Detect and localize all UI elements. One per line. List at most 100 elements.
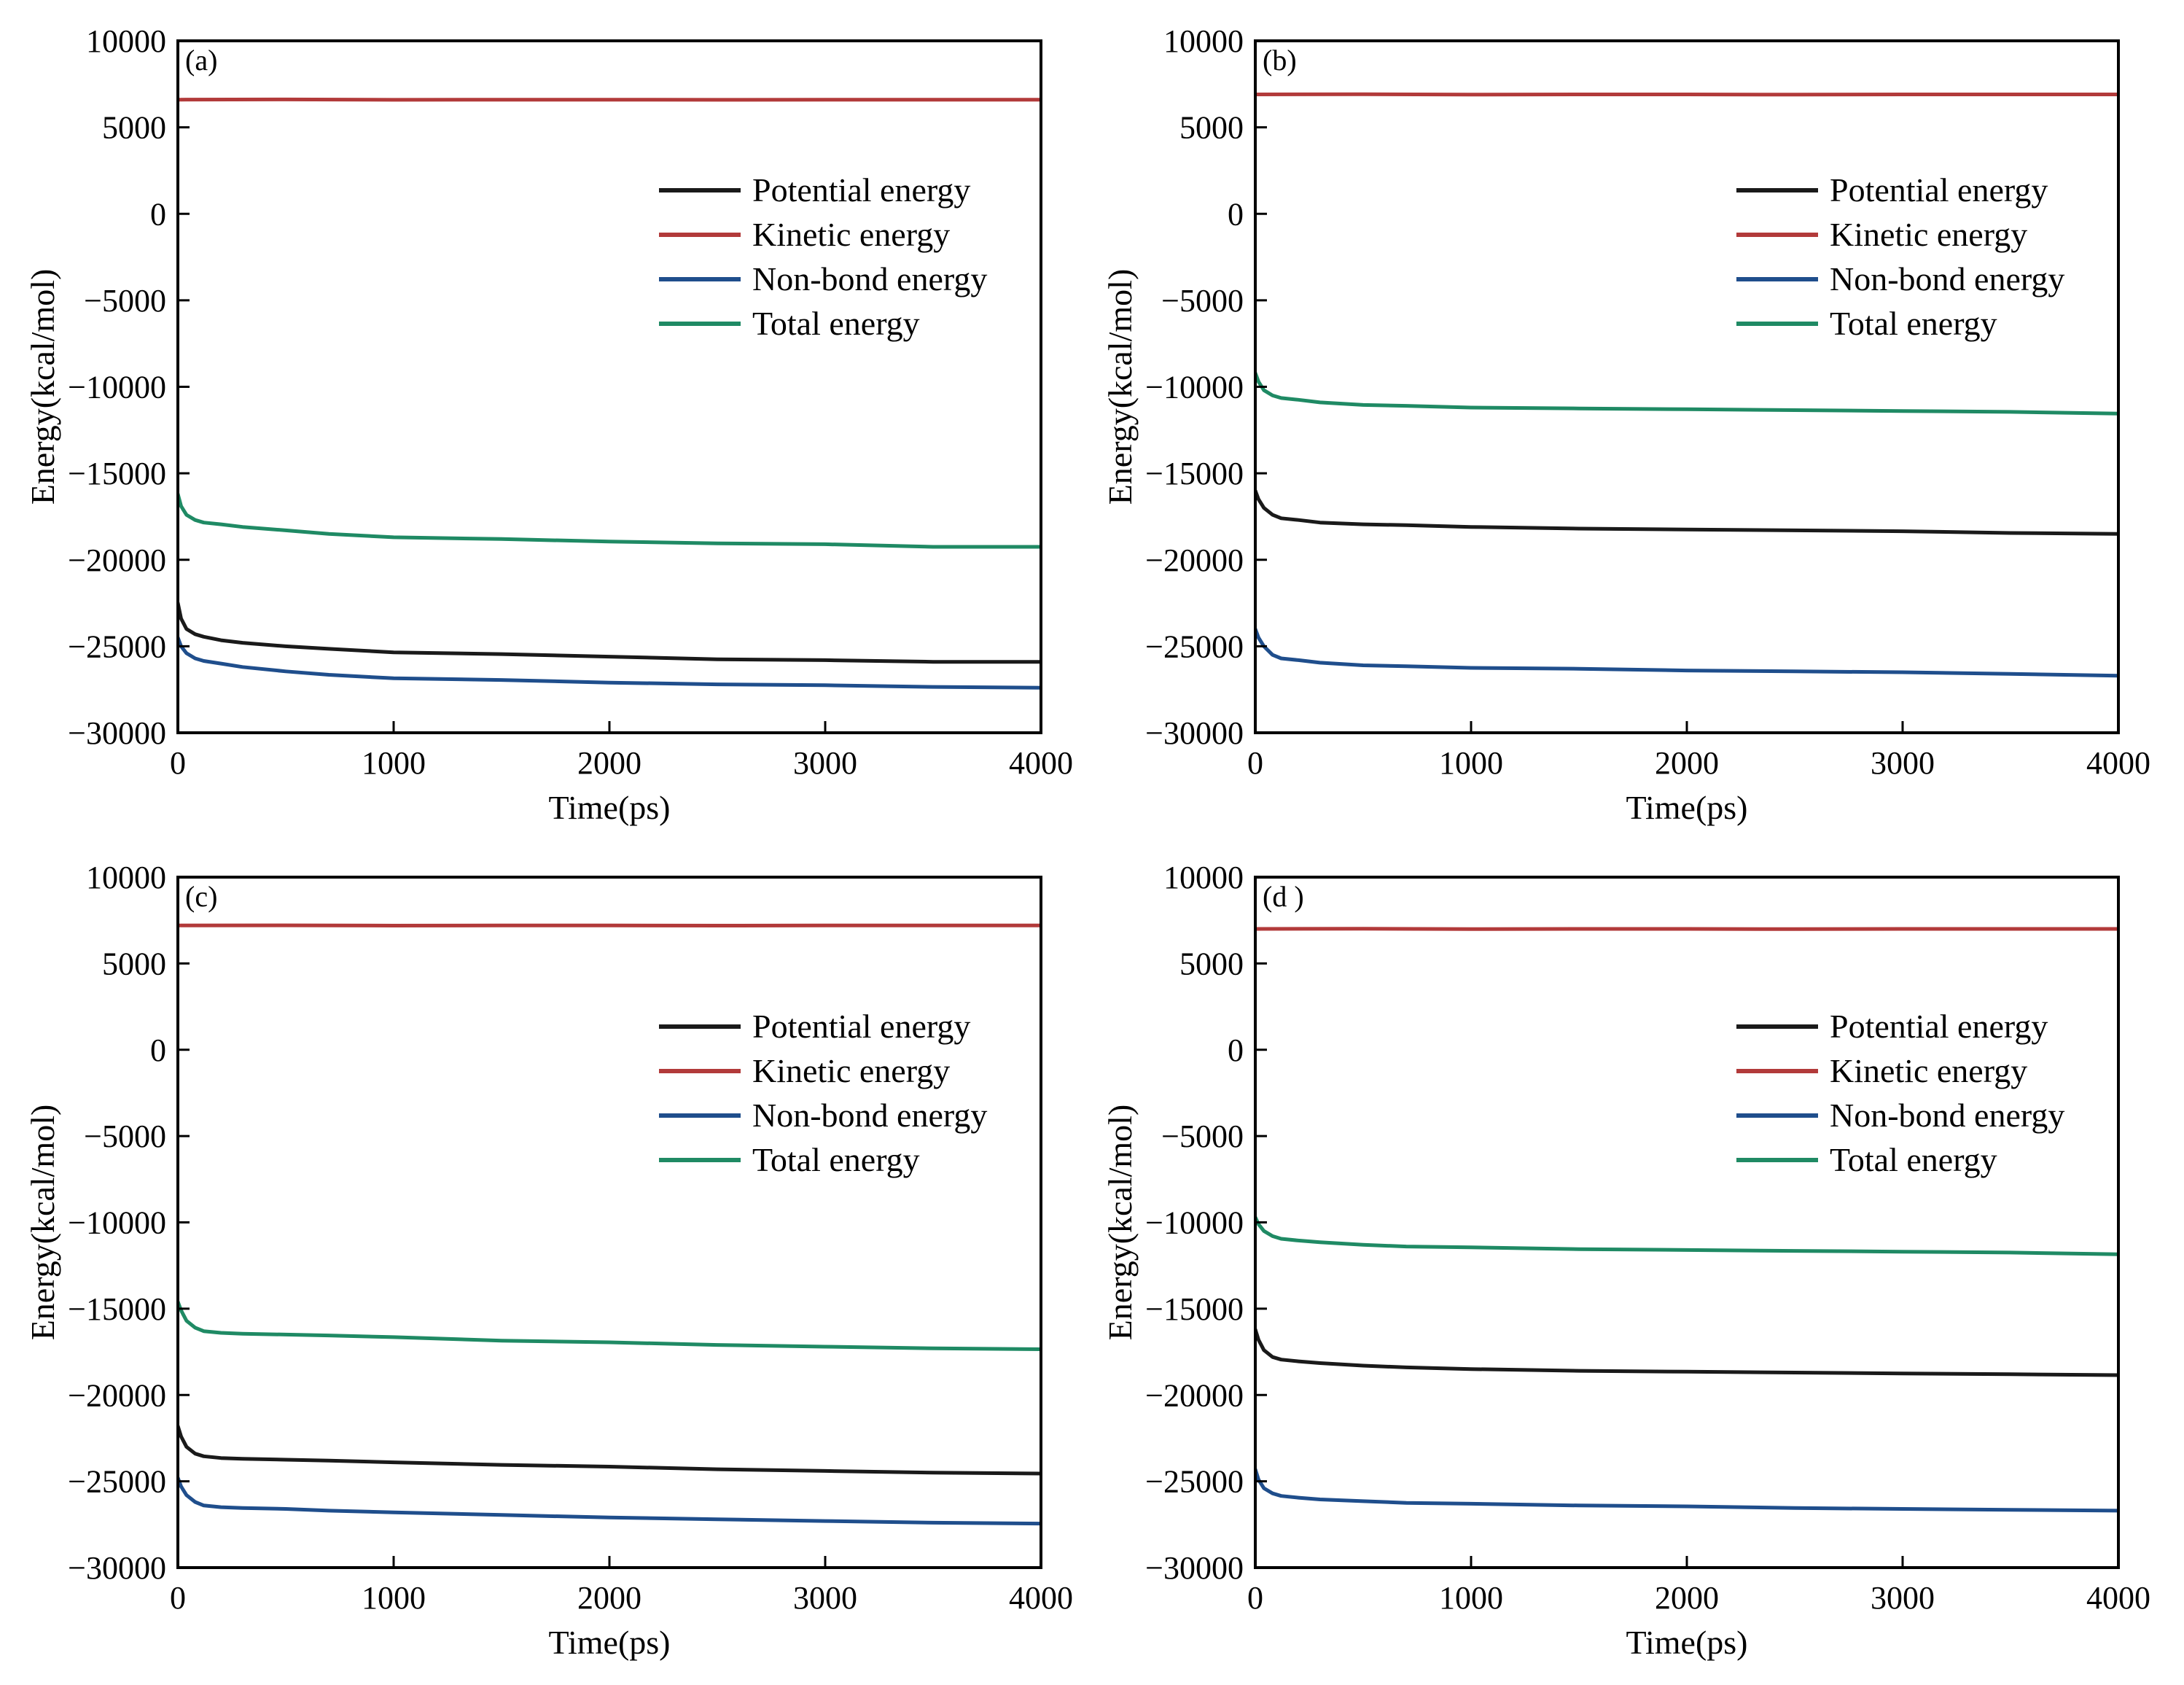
panel-b-x-tick-label: 1000	[1439, 745, 1503, 781]
panel-d-y-tick-label: −5000	[1161, 1118, 1244, 1154]
panel-b-x-tick-label: 0	[1247, 745, 1263, 781]
panel-c-y-tick-label: 5000	[102, 946, 166, 981]
panel-c-x-tick-label: 1000	[362, 1580, 426, 1616]
panel-a-total-energy-line	[178, 492, 1041, 549]
panel-c-y-tick-label: −15000	[68, 1291, 166, 1327]
panel-c-potential-energy-line	[178, 1424, 1041, 1476]
panel-a-label: (a)	[185, 44, 217, 77]
panel-c-x-tick-label: 4000	[1009, 1580, 1073, 1616]
panel-b-y-axis-title: Energy(kcal/mol)	[1101, 269, 1139, 505]
panel-a-potential-energy-line	[178, 601, 1041, 664]
panel-b-y-tick-label: −5000	[1161, 283, 1244, 319]
panel-b-potential-energy-line	[1255, 489, 2118, 536]
panel-a: 0 1000 2000 3000 4000 10000 5000 0 −5000 −10000 −1…	[24, 23, 1073, 826]
panel-b-x-tick-label: 2000	[1655, 745, 1719, 781]
panel-a-x-tick-label: 1000	[362, 745, 426, 781]
panel-c-label: (c)	[185, 880, 217, 913]
panel-b-legend-label-total-energy: Total energy	[1830, 305, 1997, 342]
panel-d-legend-label-kinetic-energy: Kinetic energy	[1830, 1052, 2027, 1089]
panel-a-y-tick-label: −20000	[68, 542, 166, 578]
panel-d-x-tick-label: 0	[1247, 1580, 1263, 1616]
panel-a-y-tick-label: −25000	[68, 629, 166, 664]
panel-b: 0 1000 2000 3000 4000 10000 5000 0 −5000 −10000 −1…	[1101, 23, 2150, 826]
panel-a-legend-label-non-bond-energy: Non-bond energy	[752, 260, 987, 297]
panel-a-x-tick-label: 2000	[577, 745, 641, 781]
panel-d-y-axis-title: Energy(kcal/mol)	[1101, 1105, 1139, 1341]
panel-c-y-tick-label: −25000	[68, 1464, 166, 1500]
panel-d-non-bond-energy-line	[1255, 1467, 2118, 1513]
panel-c-y-tick-label: −20000	[68, 1377, 166, 1413]
panel-c-plot-frame	[176, 876, 1042, 1569]
panel-c-x-tick-label: 0	[170, 1580, 186, 1616]
panel-b-y-tick-label: −25000	[1145, 629, 1244, 664]
panel-c-non-bond-energy-line	[178, 1476, 1041, 1526]
panel-d-y-tick-label: −10000	[1145, 1205, 1244, 1241]
panel-b-legend-label-potential-energy: Potential energy	[1830, 171, 2048, 209]
panel-a-y-tick-label: 10000	[86, 23, 166, 59]
panel-b-series-group	[1255, 92, 2118, 678]
panel-b-legend-label-kinetic-energy: Kinetic energy	[1830, 216, 2027, 253]
panel-a-x-tick-label: 4000	[1009, 745, 1073, 781]
panel-c-x-tick-label: 3000	[793, 1580, 857, 1616]
panel-d-y-tick-label: −15000	[1145, 1291, 1244, 1327]
panel-c-y-tick-label: −5000	[84, 1118, 166, 1154]
panel-d-x-tick-label: 3000	[1871, 1580, 1935, 1616]
panel-a-y-tick-label: −15000	[68, 456, 166, 491]
panel-b-y-tick-label: 5000	[1179, 110, 1244, 146]
panel-c-x-tick-label: 2000	[577, 1580, 641, 1616]
panel-d-plot-frame	[1254, 876, 2120, 1569]
panel-a-y-axis-title: Energy(kcal/mol)	[24, 269, 61, 505]
panel-a-non-bond-energy-line	[178, 636, 1041, 690]
panel-b-kinetic-energy-line	[1255, 92, 2118, 97]
panel-d-y-tick-label: 0	[1228, 1032, 1244, 1068]
panel-b-x-tick-label: 4000	[2086, 745, 2150, 781]
panel-d-y-tick-label: −30000	[1145, 1550, 1244, 1586]
panel-c-legend-label-non-bond-energy: Non-bond energy	[752, 1097, 987, 1134]
panel-d-y-tick-label: −25000	[1145, 1464, 1244, 1500]
panel-c-x-axis-title: Time(ps)	[549, 1624, 671, 1661]
panel-d-x-tick-label: 2000	[1655, 1580, 1719, 1616]
panel-d-label: (d )	[1263, 880, 1304, 913]
panel-c-legend-label-kinetic-energy: Kinetic energy	[752, 1052, 950, 1089]
panel-c-y-tick-label: 10000	[86, 860, 166, 895]
panel-c-legend-label-potential-energy: Potential energy	[752, 1008, 970, 1045]
panel-d-legend-label-non-bond-energy: Non-bond energy	[1830, 1097, 2064, 1134]
panel-d-x-tick-label: 1000	[1439, 1580, 1503, 1616]
panel-d-total-energy-line	[1255, 1215, 2118, 1256]
panel-d: 0 1000 2000 3000 4000 10000 5000 0 −5000 −10000 −1…	[1101, 860, 2150, 1661]
panel-c-total-energy-line	[178, 1299, 1041, 1351]
panel-b-y-tick-label: −20000	[1145, 542, 1244, 578]
panel-c-y-tick-label: −10000	[68, 1205, 166, 1241]
panel-b-non-bond-energy-line	[1255, 627, 2118, 678]
panel-d-potential-energy-line	[1255, 1327, 2118, 1377]
panel-a-y-tick-label: 0	[150, 196, 166, 232]
panel-b-plot-frame	[1254, 39, 2120, 734]
panel-d-legend-label-total-energy: Total energy	[1830, 1141, 1997, 1178]
panel-a-x-axis-title: Time(ps)	[549, 789, 671, 826]
panel-a-y-tick-label: −5000	[84, 283, 166, 319]
panel-b-y-tick-label: −30000	[1145, 715, 1244, 751]
panel-d-y-tick-label: 10000	[1163, 860, 1244, 895]
panel-a-legend-label-potential-energy: Potential energy	[752, 171, 970, 209]
panel-b-y-tick-label: 0	[1228, 196, 1244, 232]
panel-a-kinetic-energy-line	[178, 97, 1041, 102]
panel-a-legend-label-total-energy: Total energy	[752, 305, 920, 342]
panel-b-x-tick-label: 3000	[1871, 745, 1935, 781]
panel-a-y-tick-label: 5000	[102, 110, 166, 146]
panel-c: 0 1000 2000 3000 4000 10000 5000 0 −5000 −10000 −1…	[24, 860, 1073, 1661]
panel-c-y-tick-label: 0	[150, 1032, 166, 1068]
panel-c-y-axis-title: Energy(kcal/mol)	[24, 1105, 61, 1341]
panel-d-y-tick-label: −20000	[1145, 1377, 1244, 1413]
panel-a-y-tick-label: −30000	[68, 715, 166, 751]
panel-c-legend-label-total-energy: Total energy	[752, 1141, 920, 1178]
panel-b-y-tick-label: −10000	[1145, 370, 1244, 405]
panel-b-y-tick-label: 10000	[1163, 23, 1244, 59]
panel-a-y-tick-label: −10000	[68, 370, 166, 405]
panel-d-legend-label-potential-energy: Potential energy	[1830, 1008, 2048, 1045]
panel-d-y-tick-label: 5000	[1179, 946, 1244, 981]
panel-a-legend-label-kinetic-energy: Kinetic energy	[752, 216, 950, 253]
panel-d-series-group	[1255, 927, 2118, 1513]
panel-b-y-tick-label: −15000	[1145, 456, 1244, 491]
panel-a-x-tick-label: 3000	[793, 745, 857, 781]
